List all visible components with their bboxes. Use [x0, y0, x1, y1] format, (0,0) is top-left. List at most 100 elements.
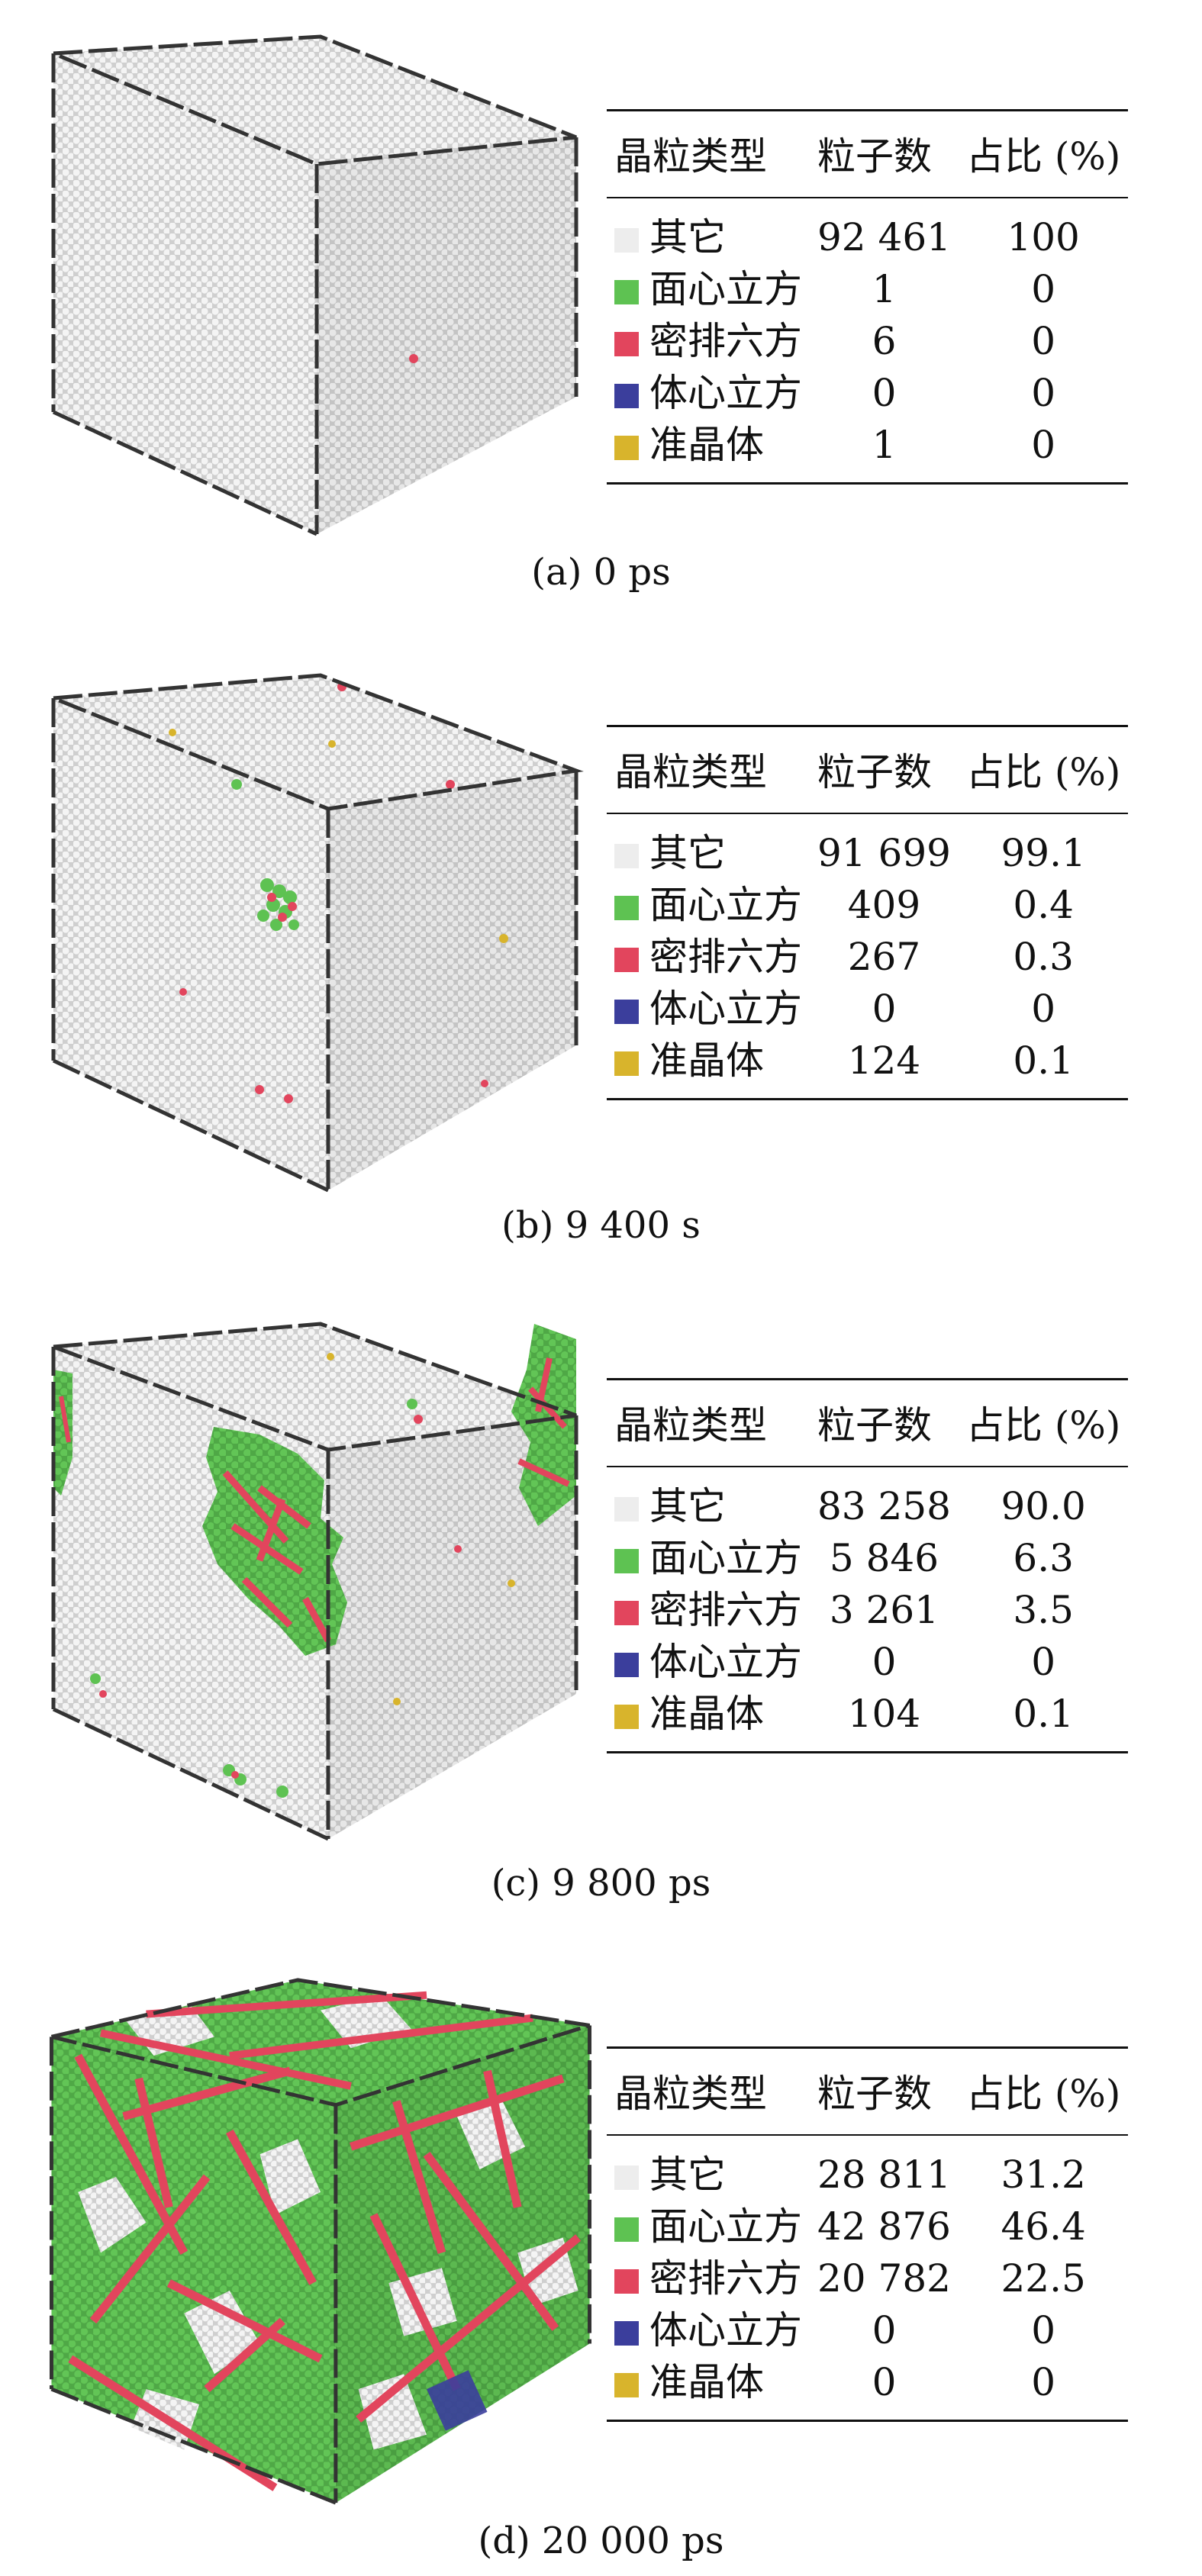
particle-count: 20 782: [817, 2256, 951, 2301]
legend-swatch-hcp: [614, 332, 639, 356]
particle-count: 3 261: [829, 1588, 939, 1632]
table-row: 体心立方 0 0: [607, 367, 1128, 419]
particle-count: 409: [847, 883, 921, 927]
grain-type-label: 面心立方: [649, 267, 802, 311]
percent-value: 0: [1031, 371, 1056, 415]
cube-render-c: [51, 1322, 578, 1841]
table-row: 其它 91 699 99.1: [607, 813, 1128, 879]
table-row: 其它 28 811 31.2: [607, 2135, 1128, 2201]
header-grain-type: 晶粒类型: [607, 725, 810, 814]
table-row: 准晶体 0 0: [607, 2356, 1129, 2422]
legend-swatch-hcp: [614, 2269, 639, 2294]
legend-swatch-quasicrystal: [614, 2373, 639, 2397]
percent-value: 0.1: [958, 1035, 1129, 1100]
particle-count: 6: [872, 319, 897, 363]
panel-caption: (d) 20 000 ps: [478, 2520, 724, 2562]
particle-count: 83 258: [817, 1484, 951, 1528]
grain-type-label: 面心立方: [649, 2204, 802, 2249]
particle-count: 1: [810, 419, 959, 485]
table-row: 面心立方 5 846 6.3: [607, 1532, 1128, 1584]
particle-count: 1: [872, 267, 897, 311]
table-row: 面心立方 1 0: [607, 263, 1128, 315]
grain-type-label: 体心立方: [649, 2308, 802, 2352]
particle-count: 5 846: [829, 1536, 939, 1580]
percent-value: 100: [1007, 215, 1080, 259]
table-row: 密排六方 6 0: [607, 315, 1128, 367]
panel-caption: (c) 9 800 ps: [491, 1862, 711, 1905]
table-row: 密排六方 20 782 22.5: [607, 2252, 1128, 2304]
cube-render-a: [51, 34, 578, 536]
cube-render-d: [49, 1978, 592, 2505]
table-row: 其它 83 258 90.0: [607, 1467, 1128, 1532]
grain-type-label: 密排六方: [649, 935, 802, 979]
table-row: 体心立方 0 0: [607, 983, 1128, 1035]
legend-swatch-other: [614, 844, 639, 868]
particle-count: 42 876: [817, 2204, 951, 2249]
legend-swatch-bcc: [614, 1653, 639, 1677]
percent-value: 6.3: [1013, 1536, 1074, 1580]
header-grain-type: 晶粒类型: [607, 1378, 810, 1467]
legend-swatch-bcc: [614, 1000, 639, 1024]
stats-table-d: 晶粒类型 粒子数 占比 (%) 其它 28 811 31.2 面心立方 42 8…: [607, 2046, 1129, 2422]
grain-type-label: 其它: [649, 2153, 726, 2197]
table-row: 面心立方 409 0.4: [607, 879, 1128, 931]
header-percent: 占比 (%): [958, 2046, 1129, 2136]
percent-value: 0.3: [1013, 935, 1074, 979]
legend-swatch-hcp: [614, 948, 639, 972]
particle-count: 267: [847, 935, 921, 979]
particle-count: 0: [872, 2308, 897, 2352]
grain-type-label: 准晶体: [649, 1038, 764, 1083]
panel-c: 晶粒类型 粒子数 占比 (%) 其它 83 258 90.0 面心立方 5 84…: [0, 1282, 1202, 1930]
grain-type-label: 密排六方: [649, 319, 802, 363]
percent-value: 0: [1031, 267, 1056, 311]
grain-type-label: 面心立方: [649, 883, 802, 927]
table-row: 密排六方 3 261 3.5: [607, 1584, 1128, 1636]
grain-type-label: 体心立方: [649, 1640, 802, 1684]
particle-count: 104: [810, 1688, 959, 1753]
stats-table-b: 晶粒类型 粒子数 占比 (%) 其它 91 699 99.1 面心立方 409 …: [607, 725, 1129, 1100]
percent-value: 0.4: [1013, 883, 1074, 927]
legend-swatch-other: [614, 1497, 639, 1521]
legend-swatch-bcc: [614, 2321, 639, 2346]
header-particle-count: 粒子数: [810, 1378, 959, 1467]
header-particle-count: 粒子数: [810, 109, 959, 198]
legend-swatch-fcc: [614, 280, 639, 304]
grain-type-label: 其它: [649, 215, 726, 259]
percent-value: 0: [1031, 319, 1056, 363]
legend-swatch-quasicrystal: [614, 436, 639, 460]
header-percent: 占比 (%): [958, 1378, 1129, 1467]
particle-count: 0: [810, 2356, 959, 2422]
legend-swatch-fcc: [614, 1549, 639, 1573]
particle-count: 91 699: [817, 831, 951, 875]
table-row: 准晶体 104 0.1: [607, 1688, 1129, 1753]
percent-value: 22.5: [1001, 2256, 1086, 2301]
legend-swatch-other: [614, 228, 639, 253]
percent-value: 99.1: [1001, 831, 1086, 875]
panel-a: 晶粒类型 粒子数 占比 (%) 其它 92 461 100 面心立方 1 0 密…: [0, 0, 1202, 610]
stats-table-a: 晶粒类型 粒子数 占比 (%) 其它 92 461 100 面心立方 1 0 密…: [607, 109, 1129, 485]
percent-value: 0: [958, 2356, 1129, 2422]
grain-type-label: 密排六方: [649, 2256, 802, 2301]
particle-count: 124: [810, 1035, 959, 1100]
table-row: 密排六方 267 0.3: [607, 931, 1128, 983]
legend-swatch-bcc: [614, 384, 639, 408]
stats-table-c: 晶粒类型 粒子数 占比 (%) 其它 83 258 90.0 面心立方 5 84…: [607, 1378, 1129, 1753]
header-percent: 占比 (%): [958, 725, 1129, 814]
percent-value: 0: [958, 419, 1129, 485]
grain-type-label: 准晶体: [649, 2360, 764, 2404]
grain-type-label: 准晶体: [649, 423, 764, 467]
grain-type-label: 其它: [649, 831, 726, 875]
particle-count: 0: [872, 371, 897, 415]
header-particle-count: 粒子数: [810, 725, 959, 814]
cube-render-b: [51, 673, 584, 1193]
header-grain-type: 晶粒类型: [607, 2046, 810, 2136]
table-row: 准晶体 1 0: [607, 419, 1129, 485]
header-particle-count: 粒子数: [810, 2046, 959, 2136]
table-row: 面心立方 42 876 46.4: [607, 2201, 1128, 2252]
legend-swatch-hcp: [614, 1601, 639, 1625]
grain-type-label: 体心立方: [649, 371, 802, 415]
grain-type-label: 其它: [649, 1484, 726, 1528]
table-row: 体心立方 0 0: [607, 1636, 1128, 1688]
percent-value: 90.0: [1001, 1484, 1086, 1528]
table-row: 准晶体 124 0.1: [607, 1035, 1129, 1100]
